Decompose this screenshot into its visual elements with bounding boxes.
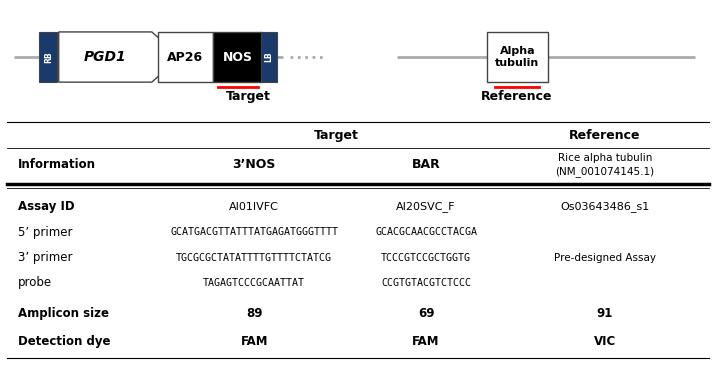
Text: FAM: FAM — [241, 335, 268, 348]
Text: GCACGCAACGCCTACGA: GCACGCAACGCCTACGA — [375, 227, 477, 237]
Text: Amplicon size: Amplicon size — [18, 307, 109, 320]
Text: Reference: Reference — [569, 129, 641, 142]
FancyBboxPatch shape — [261, 32, 277, 82]
Text: 3’NOS: 3’NOS — [233, 158, 276, 171]
Text: FAM: FAM — [412, 335, 440, 348]
Text: 5’ primer: 5’ primer — [18, 226, 72, 239]
FancyBboxPatch shape — [487, 32, 548, 82]
Text: Pre-designed Assay: Pre-designed Assay — [554, 252, 656, 262]
FancyBboxPatch shape — [39, 32, 57, 82]
Text: Os03643486_s1: Os03643486_s1 — [561, 201, 649, 212]
Text: PGD1: PGD1 — [84, 50, 127, 64]
Text: TAGAGTCCCGCAATTAT: TAGAGTCCCGCAATTAT — [203, 278, 305, 288]
Text: Reference: Reference — [481, 90, 553, 103]
Text: 3’ primer: 3’ primer — [18, 251, 72, 264]
Text: AI01IVFC: AI01IVFC — [229, 202, 279, 212]
Text: Target: Target — [314, 129, 359, 142]
FancyBboxPatch shape — [213, 32, 262, 82]
Text: VIC: VIC — [594, 335, 616, 348]
Polygon shape — [59, 32, 180, 82]
Text: CCGTGTACGTCTCCC: CCGTGTACGTCTCCC — [381, 278, 471, 288]
Text: AI20SVC_F: AI20SVC_F — [396, 201, 456, 212]
Text: probe: probe — [18, 276, 52, 290]
FancyBboxPatch shape — [158, 32, 213, 82]
Text: TGCGCGCTATATTTTGTTTTCTATCG: TGCGCGCTATATTTTGTTTTCTATCG — [176, 252, 332, 262]
Text: 89: 89 — [246, 307, 263, 320]
Text: Detection dye: Detection dye — [18, 335, 110, 348]
Text: AP26: AP26 — [168, 50, 203, 64]
Text: Assay ID: Assay ID — [18, 200, 74, 213]
Text: TCCCGTCCGCTGGTG: TCCCGTCCGCTGGTG — [381, 252, 471, 262]
Text: Target: Target — [226, 90, 271, 103]
Text: Information: Information — [18, 158, 96, 171]
Text: LB: LB — [265, 52, 274, 62]
Text: Rice alpha tubulin
(NM_001074145.1): Rice alpha tubulin (NM_001074145.1) — [556, 153, 654, 177]
Text: Alpha
tubulin: Alpha tubulin — [495, 46, 539, 68]
Text: BAR: BAR — [412, 158, 440, 171]
Text: RB: RB — [44, 51, 53, 63]
Text: 91: 91 — [597, 307, 613, 320]
Text: NOS: NOS — [223, 50, 253, 64]
Text: GCATGACGTTATTTATGAGATGGGTTTT: GCATGACGTTATTTATGAGATGGGTTTT — [170, 227, 338, 237]
Text: 69: 69 — [417, 307, 435, 320]
